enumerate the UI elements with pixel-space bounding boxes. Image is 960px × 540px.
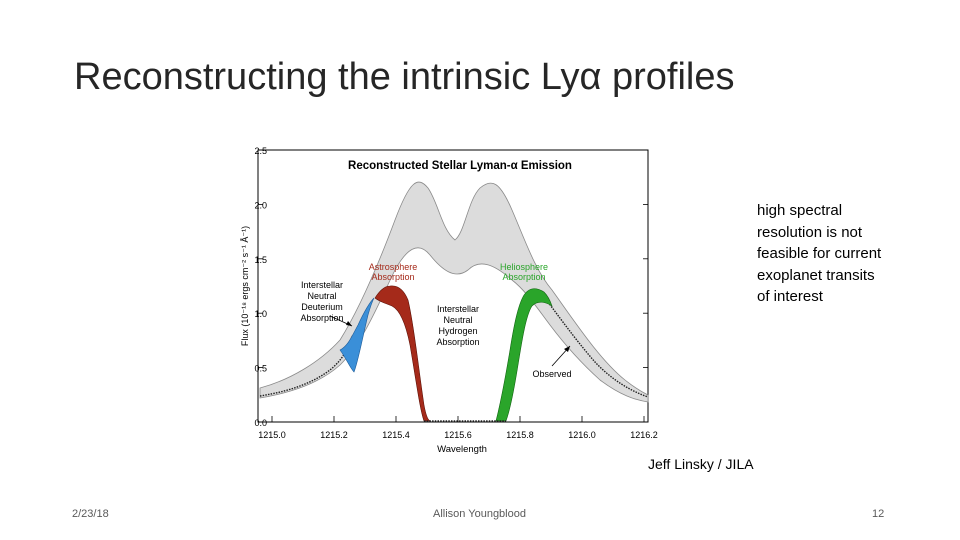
y-tick-label: 0.5 <box>254 364 267 374</box>
arrow-head-icon <box>564 346 570 352</box>
observed-annotation: Observed <box>532 369 571 379</box>
annotation-line: Astrosphere <box>369 262 418 272</box>
lyman-alpha-plot: 0.0 0.5 1.0 1.5 2.0 2.5 1215.0 1215.2 12… <box>240 146 658 455</box>
x-tick-label: 1215.8 <box>506 430 534 440</box>
lyman-alpha-figure: 0.0 0.5 1.0 1.5 2.0 2.5 1215.0 1215.2 12… <box>230 140 670 458</box>
annotation-line: Absorption <box>436 337 479 347</box>
y-tick-labels: 0.0 0.5 1.0 1.5 2.0 2.5 <box>254 146 267 428</box>
astrosphere-absorption-band <box>374 285 431 422</box>
x-tick-labels: 1215.0 1215.2 1215.4 1215.6 1215.8 1216.… <box>258 430 658 440</box>
footer-author: Allison Youngblood <box>433 508 526 520</box>
y-tick-label: 1.0 <box>254 309 267 319</box>
arrow-head-icon <box>346 321 352 326</box>
page-number: 12 <box>872 508 885 520</box>
x-tick-label: 1216.2 <box>630 430 658 440</box>
x-tick-label: 1215.6 <box>444 430 472 440</box>
side-note: high spectral resolution is not feasible… <box>757 202 882 305</box>
x-tick-label: 1215.4 <box>382 430 410 440</box>
annotation-line: Absorption <box>502 272 545 282</box>
hydrogen-annotation: Interstellar Neutral Hydrogen Absorption <box>436 304 479 347</box>
y-tick-label: 2.5 <box>254 146 267 156</box>
annotation-line: Absorption <box>371 272 414 282</box>
astrosphere-annotation: Astrosphere Absorption <box>369 262 418 282</box>
heliosphere-absorption-band <box>495 288 553 422</box>
y-tick-label: 2.0 <box>254 200 267 210</box>
x-axis <box>271 416 645 422</box>
annotation-line: Neutral <box>443 315 472 325</box>
intrinsic-profile-band <box>259 181 649 403</box>
footer-date: 2/23/18 <box>72 508 109 520</box>
image-credit: Jeff Linsky / JILA <box>648 456 754 472</box>
y-axis-label: Flux (10⁻¹⁸ ergs cm⁻² s⁻¹ Å⁻¹) <box>240 226 250 346</box>
y-tick-label: 1.5 <box>254 255 267 265</box>
annotation-line: Deuterium <box>301 302 343 312</box>
y-axis <box>258 149 648 423</box>
heliosphere-annotation: Heliosphere Absorption <box>500 262 548 282</box>
annotation-line: Neutral <box>307 291 336 301</box>
figure-title: Reconstructed Stellar Lyman-α Emission <box>348 160 572 172</box>
annotation-line: Interstellar <box>437 304 479 314</box>
annotation-line: Interstellar <box>301 280 343 290</box>
deuterium-absorption-band <box>339 297 375 373</box>
x-axis-label: Wavelength <box>437 444 487 455</box>
annotation-line: Hydrogen <box>438 326 477 336</box>
x-tick-label: 1215.0 <box>258 430 286 440</box>
deuterium-annotation: Interstellar Neutral Deuterium Absorptio… <box>300 280 343 323</box>
slide-title: Reconstructing the intrinsic Lyα profile… <box>74 56 735 98</box>
x-tick-label: 1216.0 <box>568 430 596 440</box>
annotation-line: Heliosphere <box>500 262 548 272</box>
x-tick-label: 1215.2 <box>320 430 348 440</box>
y-tick-label: 0.0 <box>254 418 267 428</box>
observed-right-wing <box>547 301 649 398</box>
annotation-line: Absorption <box>300 313 343 323</box>
